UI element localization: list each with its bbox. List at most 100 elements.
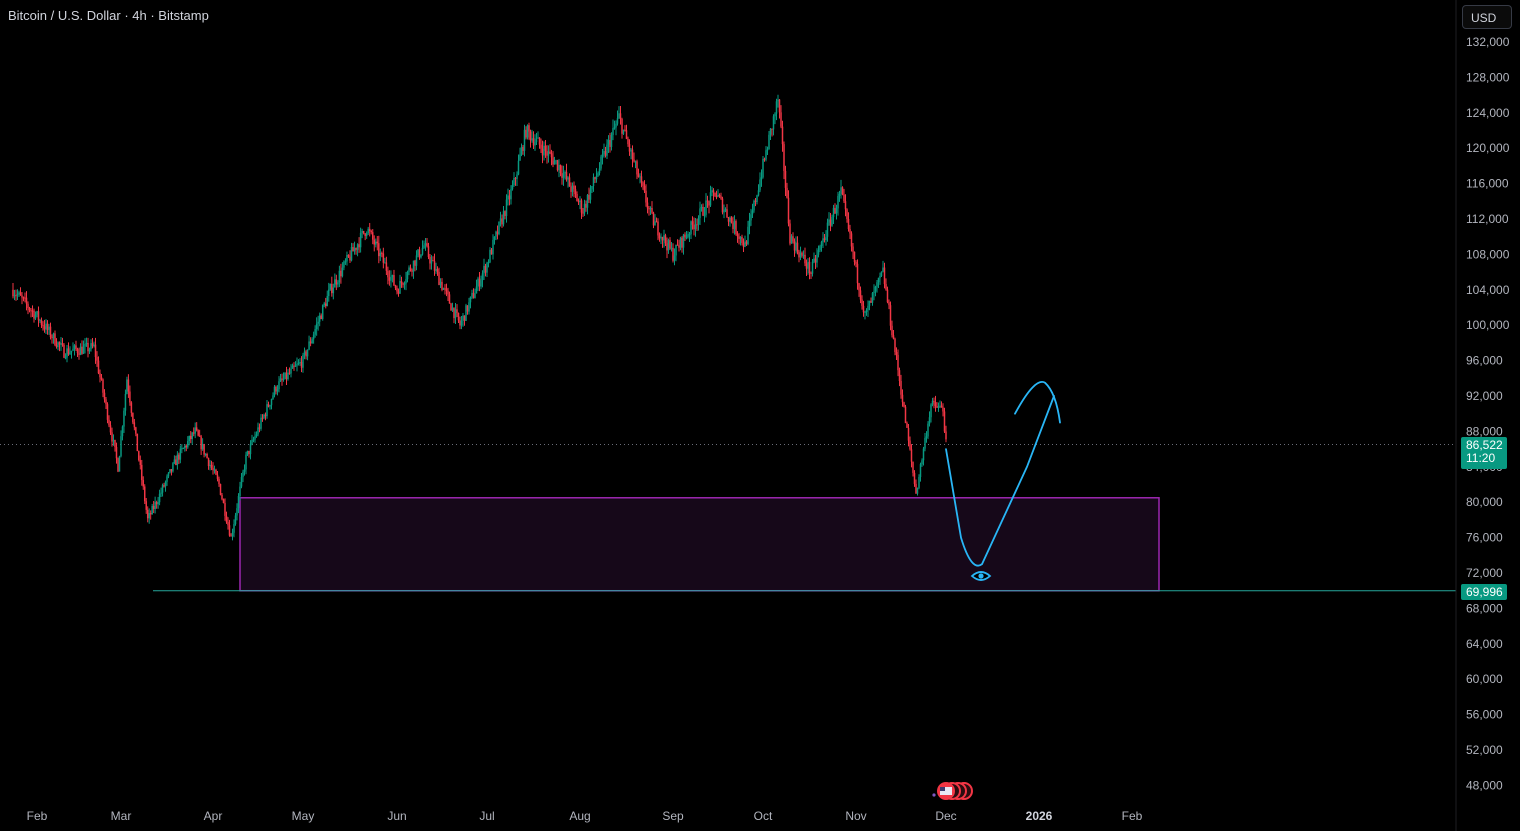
candle-body bbox=[841, 187, 844, 195]
candle-body bbox=[341, 267, 344, 277]
candle-body bbox=[715, 196, 718, 198]
candle-body bbox=[717, 194, 719, 197]
candle-body bbox=[120, 436, 122, 457]
candle-body bbox=[652, 212, 655, 226]
time-tick-label: Mar bbox=[111, 809, 132, 823]
candle-body bbox=[721, 198, 724, 213]
candle-body bbox=[195, 427, 198, 431]
candle-body bbox=[257, 427, 259, 435]
candle-body bbox=[245, 454, 247, 470]
candle-body bbox=[367, 228, 369, 234]
candle-body bbox=[849, 229, 851, 234]
candle-body bbox=[206, 454, 208, 459]
candle-body bbox=[130, 402, 133, 413]
demand-zone-rectangle[interactable] bbox=[239, 497, 1160, 592]
candlestick-series bbox=[12, 94, 947, 541]
candle-body bbox=[337, 282, 339, 285]
candle-body bbox=[433, 260, 436, 271]
candle-body bbox=[397, 291, 400, 294]
candle-body bbox=[16, 294, 19, 296]
candle-body bbox=[597, 173, 599, 177]
candle-body bbox=[231, 532, 234, 537]
candle-body bbox=[43, 326, 46, 330]
candle-body bbox=[765, 150, 767, 160]
candle-body bbox=[191, 432, 193, 440]
candle-body bbox=[772, 116, 775, 130]
candle-body bbox=[210, 464, 213, 468]
candle-body bbox=[753, 200, 755, 211]
eye-icon[interactable] bbox=[970, 571, 992, 581]
time-tick-label: Apr bbox=[204, 809, 223, 823]
candle-body bbox=[97, 360, 100, 374]
candle-body bbox=[673, 255, 676, 261]
projection-arrowhead[interactable] bbox=[1014, 381, 1061, 424]
candle-body bbox=[739, 236, 742, 239]
candle-body bbox=[408, 267, 410, 272]
candle-body bbox=[907, 427, 910, 441]
candle-body bbox=[606, 144, 608, 156]
time-tick-label: Oct bbox=[754, 809, 773, 823]
candle-body bbox=[642, 182, 644, 186]
candle-body bbox=[85, 342, 88, 345]
candle-body bbox=[106, 404, 109, 420]
candle-body bbox=[783, 144, 785, 171]
candle-body bbox=[588, 194, 590, 200]
candle-body bbox=[939, 405, 941, 407]
currency-button[interactable]: USD bbox=[1462, 5, 1512, 29]
candle-body bbox=[694, 224, 697, 230]
candle-body bbox=[364, 233, 366, 237]
candle-body bbox=[501, 218, 503, 225]
candle-body bbox=[615, 123, 617, 128]
candle-body bbox=[702, 206, 704, 216]
candle-body bbox=[516, 174, 518, 179]
candle-body bbox=[75, 345, 77, 350]
candle-body bbox=[814, 258, 817, 263]
candle-body bbox=[185, 445, 188, 448]
candle-body bbox=[700, 206, 703, 209]
candle-body bbox=[535, 138, 538, 143]
candle-body bbox=[166, 476, 168, 482]
candle-body bbox=[645, 190, 647, 203]
candle-body bbox=[493, 236, 496, 240]
candle-body bbox=[447, 290, 449, 295]
candle-body bbox=[52, 333, 55, 339]
candle-body bbox=[475, 286, 478, 294]
candle-body bbox=[552, 157, 554, 165]
candle-body bbox=[658, 235, 661, 239]
candle-body bbox=[909, 440, 911, 450]
candle-body bbox=[230, 535, 232, 537]
candle-body bbox=[540, 144, 542, 149]
candle-body bbox=[922, 448, 925, 461]
candle-body bbox=[361, 230, 363, 233]
candle-body bbox=[510, 189, 512, 200]
candle-body bbox=[39, 320, 41, 322]
candle-body bbox=[22, 297, 25, 299]
candle-body bbox=[200, 436, 202, 450]
candle-body bbox=[442, 288, 445, 290]
candle-body bbox=[445, 288, 448, 291]
candle-body bbox=[496, 231, 499, 235]
candle-body bbox=[420, 254, 422, 258]
candle-body bbox=[619, 113, 622, 119]
candle-body bbox=[30, 310, 32, 312]
price-tick-label: 56,000 bbox=[1466, 708, 1503, 722]
projection-path[interactable] bbox=[945, 395, 1055, 567]
candle-body bbox=[400, 280, 403, 284]
time-tick-label: Dec bbox=[935, 809, 956, 823]
us-flag-icon[interactable] bbox=[932, 782, 973, 800]
candle-body bbox=[213, 469, 216, 471]
candle-body bbox=[763, 158, 766, 160]
candle-body bbox=[801, 252, 803, 256]
candle-body bbox=[480, 280, 482, 287]
candle-body bbox=[882, 267, 884, 272]
candle-body bbox=[432, 260, 434, 262]
candle-body bbox=[427, 246, 430, 258]
candle-body bbox=[460, 320, 463, 326]
candle-body bbox=[290, 368, 292, 374]
candle-body bbox=[927, 423, 929, 437]
candle-body bbox=[215, 469, 217, 475]
candle-body bbox=[288, 372, 291, 374]
candle-body bbox=[718, 194, 721, 197]
candle-body bbox=[826, 222, 829, 237]
